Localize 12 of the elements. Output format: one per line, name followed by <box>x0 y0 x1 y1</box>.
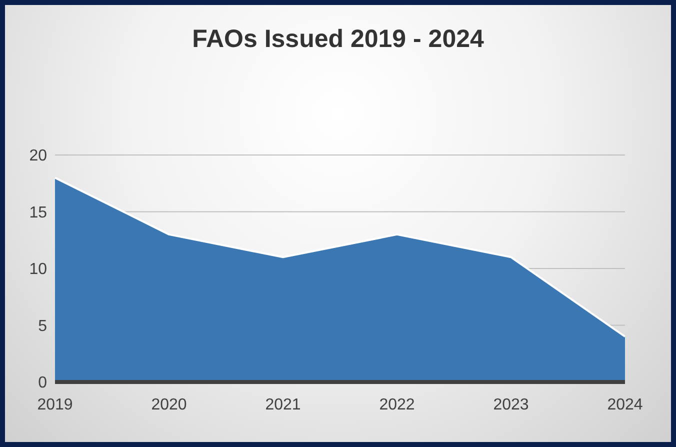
y-tick-label: 20 <box>29 148 48 165</box>
chart-title: FAOs Issued 2019 - 2024 <box>191 25 485 54</box>
y-tick-label: 5 <box>38 318 48 335</box>
x-tick-label: 2024 <box>607 396 643 414</box>
x-tick-label: 2019 <box>37 396 73 414</box>
y-tick-label: 0 <box>38 374 48 392</box>
x-tick-label: 2022 <box>379 396 415 414</box>
x-tick-label: 2020 <box>151 396 187 414</box>
y-tick-label: 10 <box>29 261 48 278</box>
x-tick-label: 2021 <box>265 396 301 414</box>
y-tick-label: 15 <box>29 204 48 222</box>
x-tick-label: 2023 <box>493 396 529 414</box>
